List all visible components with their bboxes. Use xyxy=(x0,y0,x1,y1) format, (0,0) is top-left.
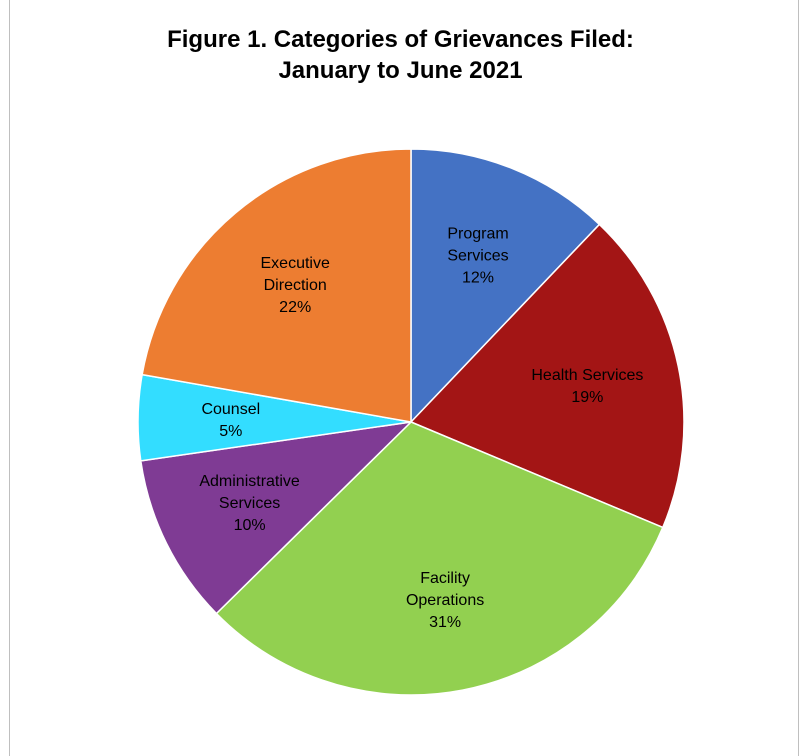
slice-category-label: Services xyxy=(219,495,280,512)
slice-category-label: Operations xyxy=(406,592,484,609)
slice-category-label: Health Services xyxy=(531,367,643,384)
slice-value-label: 5% xyxy=(219,423,242,440)
slice-label-health-services: Health Services 19% xyxy=(531,367,643,406)
pie-labels: Program Services 12% Health Services 19% Faci… xyxy=(199,226,643,631)
pie-slice-executive-direction xyxy=(141,148,412,423)
pie-slice-program-services xyxy=(410,148,601,423)
slice-category-label: Program xyxy=(447,226,508,243)
slice-category-label: Counsel xyxy=(201,401,260,418)
chart-title: Figure 1. Categories of Grievances Filed… xyxy=(0,24,801,86)
slice-value-label: 10% xyxy=(234,517,266,534)
slice-value-label: 22% xyxy=(279,299,311,316)
slice-category-label: Direction xyxy=(264,277,327,294)
pie-slice-health-services xyxy=(410,223,685,529)
pie-slices xyxy=(137,148,685,696)
chart-title-line-1: Figure 1. Categories of Grievances Filed… xyxy=(167,26,634,53)
slice-label-program-services: Program Services 12% xyxy=(447,226,508,287)
slice-label-administrative-services: Administrative Services 10% xyxy=(199,473,300,534)
slice-label-facility-operations: Facility Operations 31% xyxy=(406,570,484,631)
slice-value-label: 19% xyxy=(571,389,603,406)
slice-label-executive-direction: Executive Direction 22% xyxy=(261,255,330,316)
slice-value-label: 31% xyxy=(429,614,461,631)
pie-slice-administrative-services xyxy=(140,421,412,615)
pie-slice-facility-operations xyxy=(215,421,664,696)
slice-value-label: 12% xyxy=(462,270,494,287)
slice-category-label: Facility xyxy=(420,570,470,587)
slice-category-label: Executive xyxy=(261,255,330,272)
chart-title-line-2: January to June 2021 xyxy=(278,57,523,84)
slice-label-counsel: Counsel 5% xyxy=(201,401,260,440)
slice-category-label: Administrative xyxy=(199,473,300,490)
slice-category-label: Services xyxy=(447,248,508,265)
